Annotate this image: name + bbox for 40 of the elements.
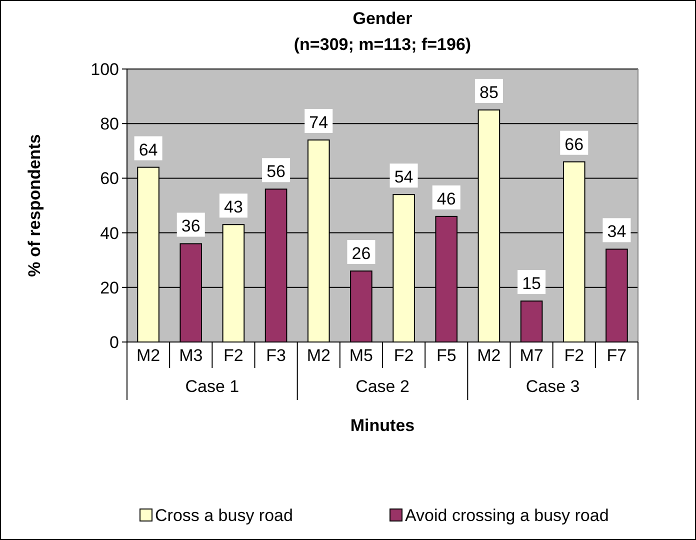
x-tick-label: F2 <box>224 346 244 365</box>
data-label: 26 <box>352 244 371 264</box>
data-label: 34 <box>607 222 626 242</box>
chart-subtitle: (n=309; m=113; f=196) <box>294 35 472 54</box>
y-tick-label: 20 <box>100 278 119 298</box>
data-label: 64 <box>138 140 158 160</box>
text: Case 3 <box>526 377 580 396</box>
legend-label: Avoid crossing a busy road <box>405 506 609 525</box>
y-tick-label: 0 <box>110 333 119 352</box>
y-tick-label: 40 <box>100 224 119 243</box>
x-tick-label: M3 <box>179 346 203 365</box>
data-label: 54 <box>394 168 414 187</box>
bar <box>520 300 543 342</box>
data-label: 74 <box>309 112 328 132</box>
text: Case 1 <box>185 377 240 396</box>
data-label: 36 <box>181 216 200 236</box>
y-axis-title: % of respondents <box>25 134 44 277</box>
x-tick-label: F2 <box>394 346 414 365</box>
chart-title: Gender <box>352 9 413 28</box>
legend-label: Cross a busy road <box>155 506 293 525</box>
x-tick-label: M2 <box>136 346 160 365</box>
x-tick-label: F2 <box>564 346 584 365</box>
x-tick-label: F7 <box>606 346 627 365</box>
x-tick-label: F5 <box>436 346 456 365</box>
data-label: 46 <box>436 189 456 208</box>
x-tick-label: M2 <box>306 346 330 365</box>
data-label: 15 <box>522 274 542 294</box>
data-label: 56 <box>266 162 286 182</box>
x-tick-label: M2 <box>477 346 501 365</box>
x-tick-label: F3 <box>266 346 286 365</box>
x-axis-title: Minutes <box>350 416 415 435</box>
data-label: 85 <box>479 82 498 102</box>
data-label: 66 <box>564 134 584 154</box>
data-label: 43 <box>224 198 243 217</box>
x-tick-label: M7 <box>520 346 544 365</box>
y-tick-label: 80 <box>100 114 119 134</box>
text: Case 2 <box>356 377 410 396</box>
x-tick-label: M5 <box>349 346 374 365</box>
y-tick-label: 100 <box>90 60 119 79</box>
y-tick-label: 60 <box>100 169 119 188</box>
